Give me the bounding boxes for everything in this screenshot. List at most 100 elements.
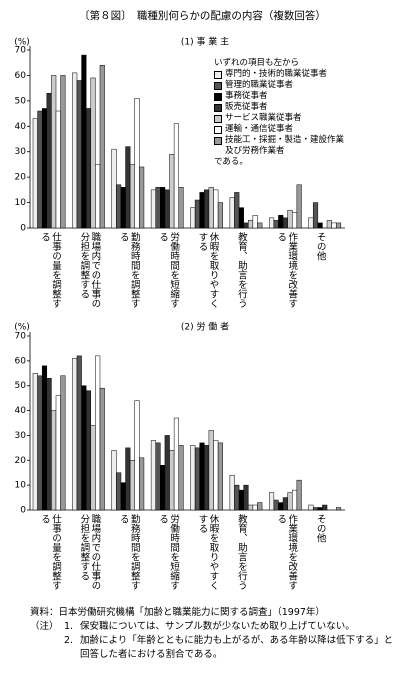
y-tick-label: 60 bbox=[15, 71, 27, 81]
bar bbox=[243, 222, 249, 229]
bar bbox=[41, 108, 48, 229]
bar bbox=[229, 197, 235, 229]
bar bbox=[296, 479, 302, 511]
bar bbox=[292, 212, 298, 229]
bar bbox=[85, 108, 92, 229]
bar bbox=[335, 222, 342, 229]
x-tick-label: 仕事の量を調整する bbox=[39, 232, 61, 308]
bar bbox=[111, 450, 117, 511]
bar bbox=[134, 400, 140, 511]
bar bbox=[292, 489, 298, 511]
bar bbox=[335, 507, 342, 511]
y-tick-label: 70 bbox=[15, 46, 27, 56]
bar bbox=[234, 484, 240, 511]
bar bbox=[160, 465, 166, 511]
bar bbox=[312, 507, 319, 511]
bar bbox=[278, 502, 284, 511]
bar bbox=[178, 187, 184, 229]
bar bbox=[85, 390, 92, 511]
bar bbox=[194, 199, 200, 229]
bar bbox=[164, 189, 170, 229]
bar bbox=[90, 77, 96, 229]
x-tick-label: 作業環境を改善する bbox=[275, 232, 298, 308]
y-axis-label: (%) bbox=[14, 323, 30, 333]
bar bbox=[252, 215, 258, 229]
bar bbox=[178, 445, 184, 511]
bar bbox=[60, 75, 66, 229]
notes: 資料：日本労働研究機構「加齢と職業能力に関する調査」（1997年） （注） 1.… bbox=[30, 606, 398, 662]
bar bbox=[60, 375, 66, 511]
bar bbox=[37, 110, 43, 229]
legend-item: 事務従事者 bbox=[214, 91, 346, 102]
bar bbox=[90, 425, 96, 511]
bar bbox=[308, 217, 314, 229]
legend-item: 運輸・通信従事者 bbox=[214, 124, 346, 135]
bar bbox=[257, 222, 263, 229]
page-title: 〔第８図〕 職種別何らかの配慮の内容（複数回答） bbox=[79, 10, 326, 22]
bar bbox=[81, 385, 87, 511]
bar bbox=[204, 189, 210, 229]
y-tick-label: 10 bbox=[15, 481, 27, 491]
legend-footer: である。 bbox=[214, 157, 248, 167]
bar bbox=[213, 440, 219, 511]
y-tick-label: 0 bbox=[20, 224, 26, 234]
x-tick-label: 教育、助言を行う bbox=[235, 232, 247, 308]
x-tick-label: その他 bbox=[314, 232, 326, 261]
bar bbox=[238, 489, 244, 511]
chart-title: (1) 事 業 主 bbox=[181, 36, 229, 48]
bar bbox=[51, 75, 57, 229]
bar bbox=[120, 187, 126, 229]
bar bbox=[278, 215, 284, 229]
bar bbox=[190, 207, 196, 229]
y-tick-label: 20 bbox=[15, 173, 27, 183]
note-number: 2. bbox=[64, 635, 74, 646]
y-axis-label: (%) bbox=[14, 38, 30, 48]
legend-label: 運輸・通信従事者 bbox=[225, 124, 294, 134]
y-tick-label: 10 bbox=[15, 198, 27, 208]
bar bbox=[199, 442, 205, 511]
bar bbox=[32, 373, 38, 511]
bar bbox=[273, 499, 279, 511]
bar bbox=[76, 355, 82, 511]
x-tick-label: 労働時間を短縮する bbox=[157, 514, 180, 590]
bar bbox=[51, 410, 57, 511]
legend-swatch bbox=[214, 115, 222, 123]
y-tick-label: 70 bbox=[15, 332, 27, 342]
bar bbox=[312, 202, 319, 229]
bar bbox=[194, 447, 200, 511]
legend-item: サービス職業従事者 bbox=[214, 113, 346, 124]
x-tick-label: 休暇を取りやすくする bbox=[196, 232, 219, 308]
bar bbox=[248, 220, 254, 229]
bar bbox=[155, 187, 161, 229]
bar bbox=[72, 358, 78, 511]
y-tick-label: 0 bbox=[20, 506, 26, 516]
note-text: 保安職については、サンプル数が少ないため取り上げていない。 bbox=[80, 621, 355, 632]
y-tick-label: 50 bbox=[15, 381, 27, 391]
bar bbox=[95, 164, 101, 229]
y-tick-label: 30 bbox=[15, 147, 27, 157]
bar bbox=[125, 146, 131, 229]
bar bbox=[282, 497, 288, 511]
bar bbox=[238, 207, 244, 229]
y-tick-label: 40 bbox=[15, 122, 27, 132]
legend-label: サービス職業従事者 bbox=[225, 113, 302, 123]
bar bbox=[120, 482, 126, 511]
bar bbox=[99, 65, 105, 229]
bar bbox=[95, 355, 101, 511]
note-number: 1. bbox=[64, 621, 74, 632]
bar bbox=[208, 187, 214, 229]
bar bbox=[317, 222, 323, 229]
legend-swatch bbox=[214, 71, 222, 79]
bar bbox=[111, 148, 117, 229]
bar bbox=[139, 457, 145, 511]
bar bbox=[243, 484, 249, 511]
legend-label: 専門的・技術的職業従事者 bbox=[225, 69, 328, 79]
bar bbox=[37, 375, 43, 511]
bar bbox=[229, 474, 235, 511]
legend-swatch bbox=[214, 104, 222, 112]
bar bbox=[169, 154, 175, 229]
bar bbox=[199, 192, 205, 229]
bar bbox=[322, 504, 328, 511]
y-tick-label: 40 bbox=[15, 406, 27, 416]
